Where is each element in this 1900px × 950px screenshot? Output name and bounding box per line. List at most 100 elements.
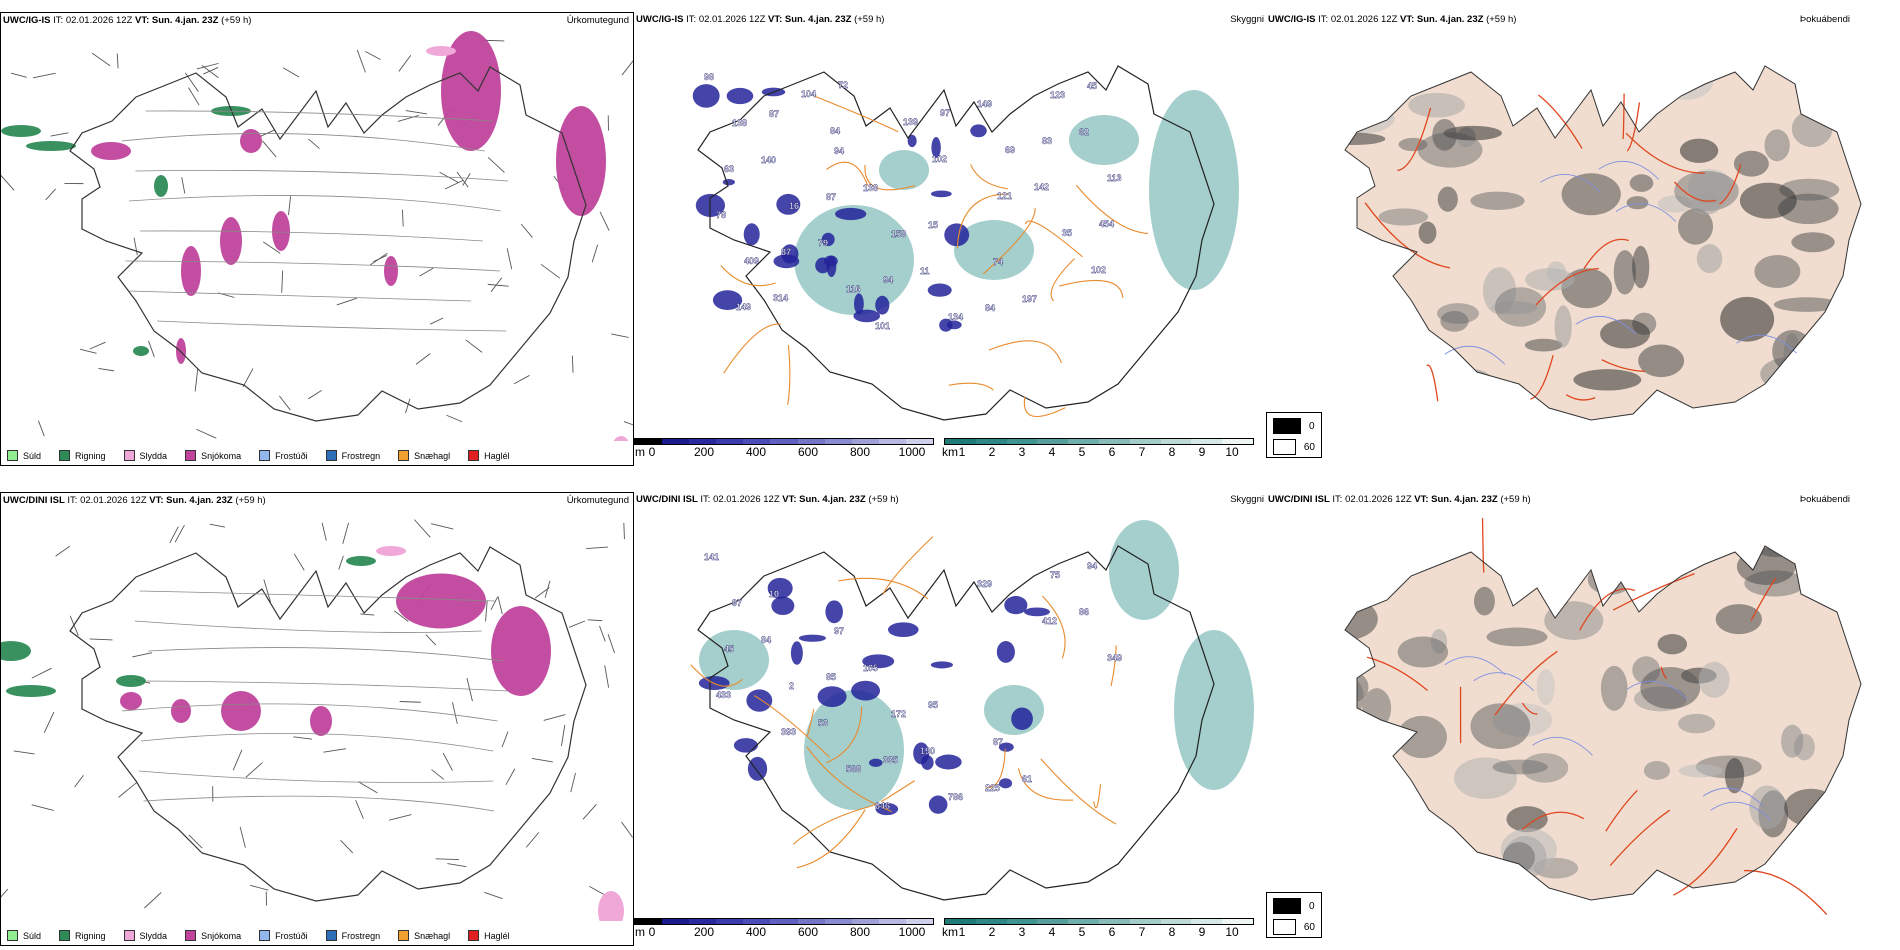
wind-barb bbox=[279, 395, 291, 411]
fog-shading bbox=[1345, 677, 1364, 718]
cloud-base-label: 72 bbox=[838, 80, 848, 90]
fog-shading bbox=[1698, 661, 1730, 698]
low-cloud-area bbox=[821, 232, 835, 247]
sleet-area bbox=[598, 891, 624, 921]
wind-barb bbox=[525, 832, 540, 848]
scale-segment bbox=[1068, 439, 1099, 444]
fog-legend: 0 60 bbox=[1266, 412, 1322, 458]
wind-barb bbox=[13, 750, 35, 755]
wind-barb bbox=[587, 619, 603, 622]
fog-shading bbox=[1443, 125, 1502, 141]
fog-shading bbox=[1764, 129, 1790, 162]
wind-barb bbox=[338, 555, 344, 570]
wind-barb bbox=[169, 526, 179, 544]
road-line bbox=[787, 344, 791, 405]
cloud-base-label: 95 bbox=[928, 700, 938, 710]
wind-barb bbox=[293, 736, 313, 740]
wind-barb bbox=[31, 804, 54, 811]
coastline bbox=[697, 545, 1215, 901]
low-cloud-area bbox=[935, 754, 962, 770]
fog-panel-row1: UWC/IG-IS IT: 02.01.2026 12Z VT: Sun. 4.… bbox=[1266, 12, 1900, 466]
wind-barb bbox=[405, 398, 411, 414]
low-cloud-area bbox=[887, 622, 919, 638]
wind-barb bbox=[174, 524, 185, 543]
low-cloud-area bbox=[1024, 607, 1050, 617]
road-line bbox=[720, 265, 776, 287]
wind-barb bbox=[447, 863, 467, 868]
scale-segment bbox=[1191, 919, 1223, 924]
road-line bbox=[138, 770, 494, 783]
legend-swatch bbox=[259, 930, 271, 941]
wind-barb bbox=[621, 60, 633, 76]
wind-barb bbox=[196, 428, 217, 439]
fog-shading bbox=[1408, 92, 1465, 118]
road-line bbox=[796, 809, 866, 869]
low-cloud-area bbox=[746, 689, 773, 712]
road-line bbox=[882, 536, 934, 595]
road-line bbox=[1075, 184, 1149, 235]
snow-area bbox=[171, 699, 191, 723]
scale-tick: 0 bbox=[648, 445, 656, 459]
scale-tick: 0 bbox=[648, 925, 656, 939]
road-line bbox=[145, 110, 494, 122]
river-line bbox=[1710, 801, 1772, 821]
low-cloud-area bbox=[875, 295, 890, 315]
scale-tick: 1000 bbox=[898, 925, 926, 939]
fog-shading bbox=[1494, 287, 1547, 327]
wind-barb bbox=[543, 714, 566, 721]
wind-barb bbox=[582, 804, 597, 820]
cloud-base-label: 104 bbox=[801, 89, 816, 99]
panel-header: UWC/IG-IS IT: 02.01.2026 12Z VT: Sun. 4.… bbox=[1268, 14, 1517, 25]
road-line bbox=[1626, 102, 1641, 152]
cloud-base-label: 97 bbox=[940, 108, 950, 118]
road-line bbox=[148, 647, 504, 662]
road-line bbox=[1612, 573, 1695, 611]
snow-area bbox=[220, 217, 242, 265]
cloud-base-label: 87 bbox=[769, 109, 779, 119]
low-cloud-area bbox=[767, 577, 793, 599]
fog-shading bbox=[1503, 835, 1547, 880]
wind-barb bbox=[321, 522, 327, 541]
low-cloud-area bbox=[771, 596, 795, 616]
wind-barb bbox=[357, 781, 378, 794]
scale-tick: 1 bbox=[958, 925, 966, 939]
wind-barb bbox=[490, 596, 498, 611]
low-cloud-area bbox=[781, 244, 799, 264]
scale-segment bbox=[851, 919, 879, 924]
low-visibility-area bbox=[1069, 115, 1139, 165]
low-cloud-area bbox=[743, 223, 760, 246]
road-line bbox=[806, 746, 892, 813]
road-line bbox=[1605, 789, 1638, 832]
coastline bbox=[1344, 545, 1862, 901]
scale-segment bbox=[1222, 919, 1253, 924]
road-line bbox=[122, 703, 498, 722]
wind-barb bbox=[487, 156, 505, 173]
panel-header: UWC/IG-IS IT: 02.01.2026 12Z VT: Sun. 4.… bbox=[636, 14, 885, 25]
legend-label: 60 bbox=[1303, 441, 1315, 453]
low-cloud-area bbox=[862, 654, 895, 669]
legend-label: Súld bbox=[23, 450, 42, 461]
cloud-base-label: 45 bbox=[1087, 81, 1097, 91]
rain-area bbox=[154, 175, 168, 197]
wind-barb bbox=[425, 634, 437, 646]
scale-segment bbox=[770, 919, 798, 924]
visibility-panel-row1: UWC/IG-IS IT: 02.01.2026 12Z VT: Sun. 4.… bbox=[634, 12, 1264, 466]
fog-shading bbox=[1432, 118, 1457, 151]
wind-barb bbox=[50, 132, 69, 137]
cloud-base-label: 16 bbox=[789, 201, 799, 211]
river-line bbox=[1575, 316, 1637, 335]
precip-legend-item: Rigning bbox=[59, 930, 106, 941]
wind-barb bbox=[132, 652, 153, 658]
fog-legend-item: 0 bbox=[1273, 418, 1315, 434]
road-line bbox=[1110, 645, 1117, 687]
road-line bbox=[1719, 164, 1742, 205]
precip-legend: Súld Rigning Slydda Snjókoma Frostúði Frostre… bbox=[1, 930, 522, 941]
legend-label: Rigning bbox=[75, 930, 106, 941]
road-line bbox=[121, 133, 485, 152]
wind-barb bbox=[531, 757, 553, 763]
wind-barb bbox=[148, 340, 155, 358]
scale-bar bbox=[944, 918, 1254, 925]
fog-shading bbox=[1492, 759, 1548, 775]
road-line bbox=[985, 748, 1006, 789]
snow-area bbox=[221, 691, 261, 731]
